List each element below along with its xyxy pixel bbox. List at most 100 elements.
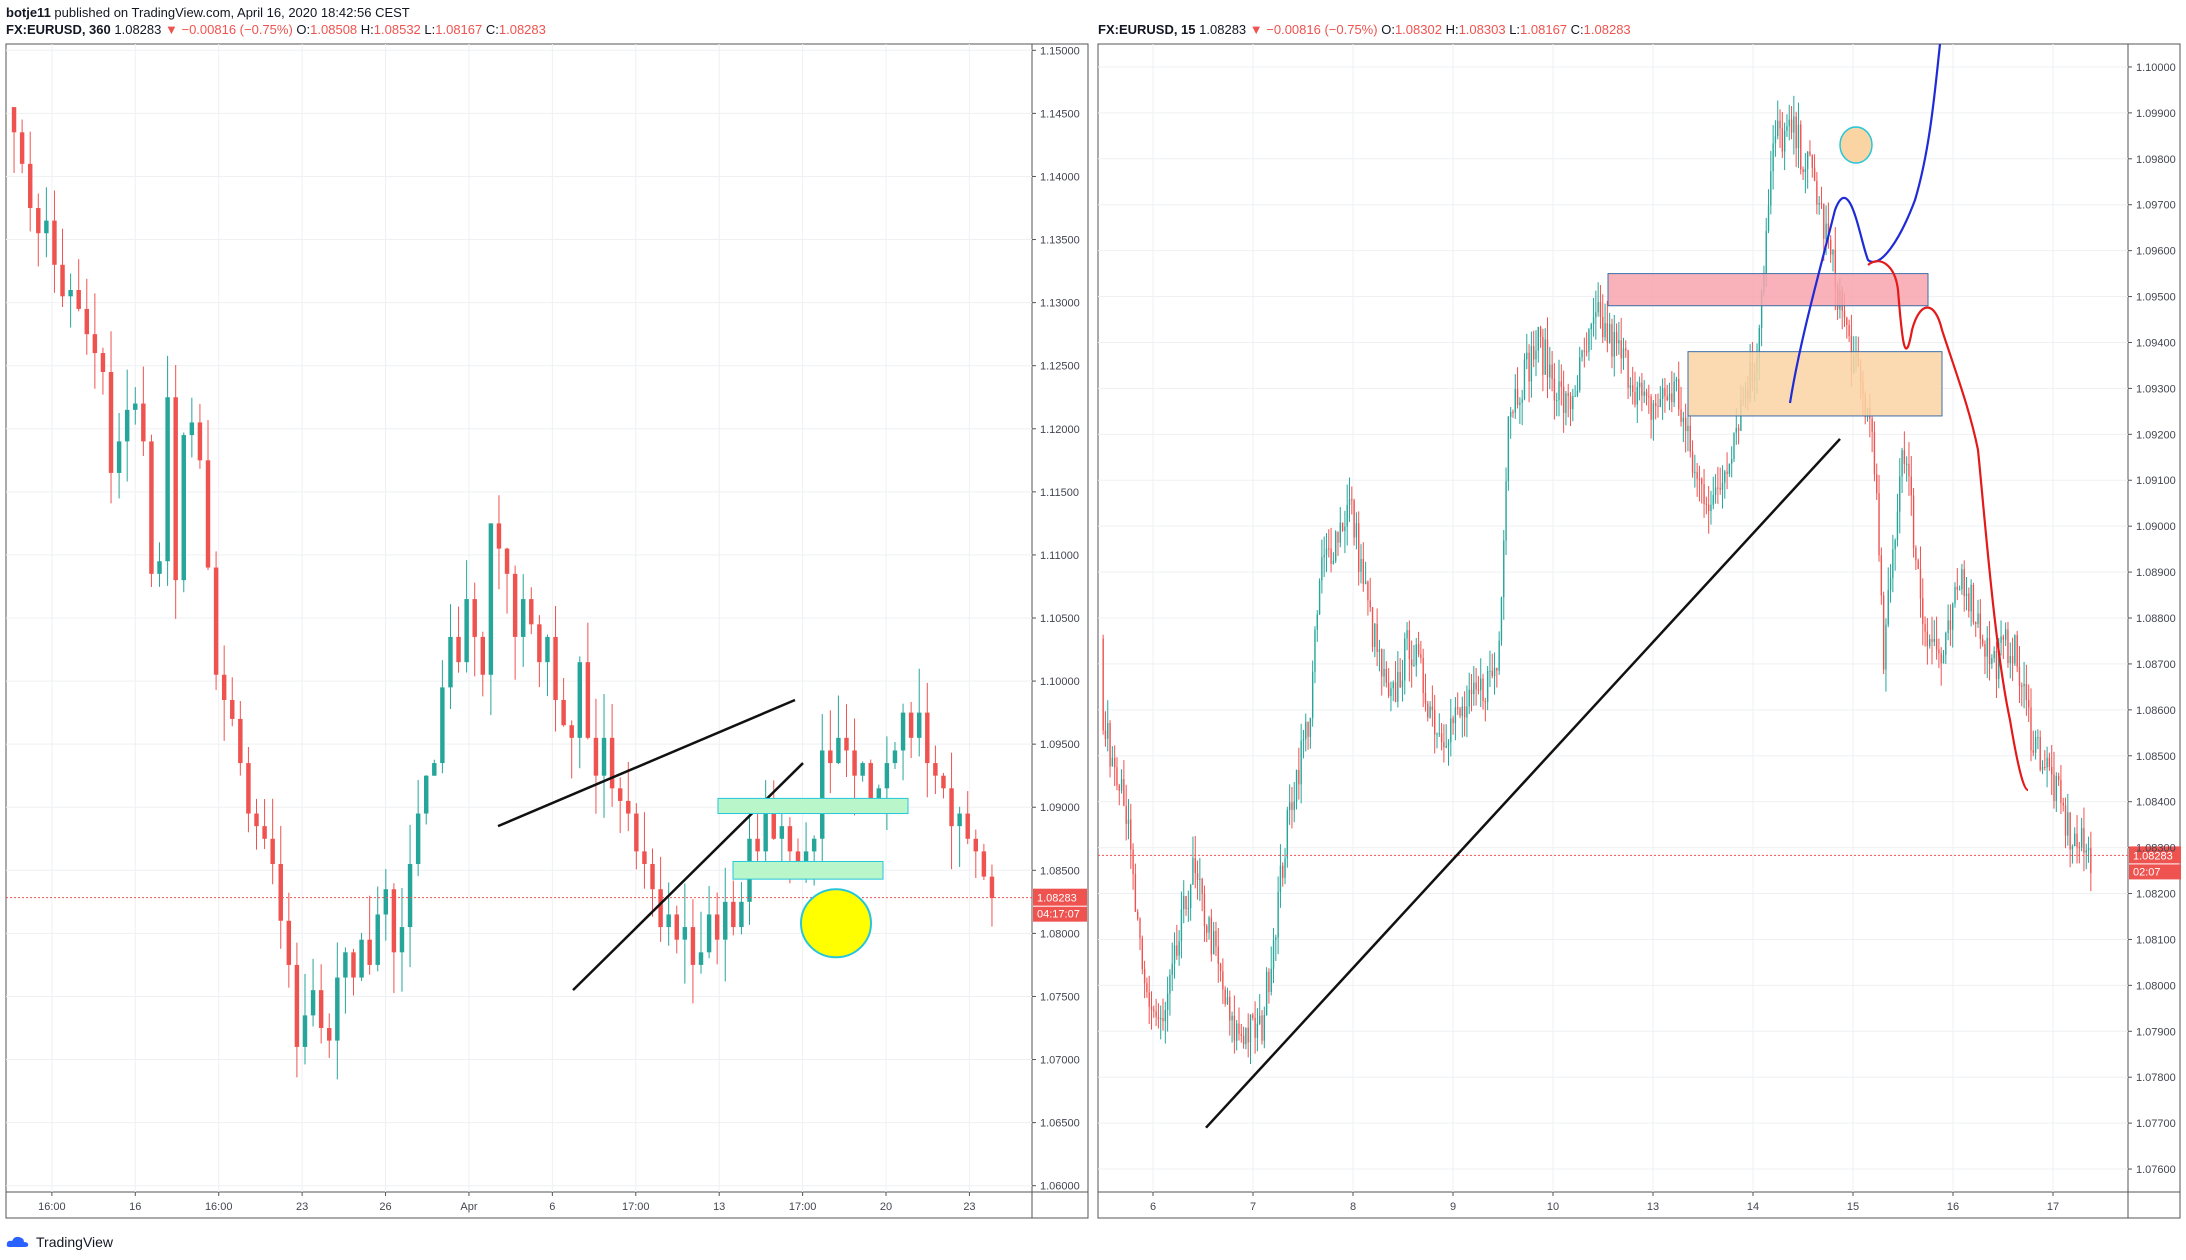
right-candle-body <box>1652 403 1655 420</box>
right-candle-body <box>1673 381 1675 403</box>
right-candle-body <box>1790 119 1793 133</box>
left-candle-body <box>650 864 655 890</box>
right-candle-body <box>1208 917 1210 933</box>
left-low: 1.08167 <box>435 22 483 37</box>
left-high-label: H: <box>360 22 374 37</box>
left-candle-body <box>601 737 607 776</box>
right-candle-body <box>1385 668 1388 683</box>
right-candle-body <box>1687 425 1689 432</box>
author-name[interactable]: botje11 <box>6 5 51 20</box>
right-candle-body <box>1514 388 1516 413</box>
right-candle-body <box>1302 739 1305 741</box>
left-xtick-label: 20 <box>880 1201 892 1213</box>
left-candle-body <box>884 763 890 789</box>
right-candle-body <box>1717 487 1719 489</box>
left-candle-body <box>892 750 898 764</box>
right-ytick-label: 1.09600 <box>2136 246 2176 258</box>
left-price-tag-bg <box>1033 888 1087 906</box>
right-candle-body <box>1229 996 1231 1021</box>
right-candle-body <box>1606 323 1609 343</box>
right-candle-body <box>1737 427 1740 431</box>
right-candle-body <box>1556 400 1558 402</box>
right-candle-body <box>1390 688 1392 697</box>
right-candle-body <box>1636 387 1638 405</box>
right-candle-body <box>1931 639 1933 642</box>
right-candle-body <box>1415 644 1417 666</box>
right-candle-body <box>1111 757 1114 767</box>
right-xtick-label: 15 <box>1847 1201 1859 1213</box>
right-candle-body <box>1698 478 1701 480</box>
right-candle-body <box>1445 746 1447 748</box>
right-candle-body <box>1275 937 1277 940</box>
left-symbol[interactable]: FX:EURUSD, 360 <box>6 22 111 37</box>
left-candle-body <box>254 813 259 827</box>
right-candle-body <box>1728 463 1731 474</box>
right-candle-body <box>1843 310 1846 318</box>
left-candle-body <box>149 441 154 574</box>
left-xtick-label: 16:00 <box>38 1201 66 1213</box>
left-low-label: L: <box>424 22 436 37</box>
right-candle-body <box>1984 644 1986 657</box>
right-symbol[interactable]: FX:EURUSD, 15 <box>1098 22 1196 37</box>
left-candle-body <box>375 914 380 965</box>
right-candle-body <box>2023 684 2025 687</box>
right-ytick-label: 1.08400 <box>2136 797 2176 809</box>
right-candle-body <box>1602 316 1604 338</box>
right-candle-body <box>1965 593 1968 597</box>
left-candle-body <box>795 851 801 864</box>
right-candle-body <box>1804 168 1807 173</box>
right-candle-body <box>1574 395 1576 397</box>
right-candle-body <box>2076 833 2078 848</box>
right-candle-body <box>1666 396 1668 401</box>
right-candle-body <box>1972 584 1975 623</box>
left-candle-body <box>181 435 186 581</box>
right-candle-body <box>1947 620 1949 634</box>
right-candle-body <box>1710 504 1712 512</box>
right-candle-body <box>1178 941 1180 956</box>
right-candle-body <box>1945 633 1947 656</box>
right-candle-body <box>1157 1016 1160 1020</box>
left-candle-body <box>84 308 90 335</box>
right-candle-body <box>1735 427 1737 433</box>
tradingview-brand[interactable]: TradingView <box>36 1234 114 1250</box>
right-high: 1.08303 <box>1458 22 1506 37</box>
right-candle-body <box>1491 670 1493 677</box>
left-candle-body <box>803 851 809 864</box>
right-candle-body <box>2007 629 2009 664</box>
right-candle-body <box>1498 640 1500 671</box>
right-candle-body <box>1562 386 1565 414</box>
right-candle-body <box>1459 708 1461 717</box>
right-candle-body <box>1793 116 1795 133</box>
right-candle-body <box>1516 388 1519 405</box>
right-candle-body <box>2071 846 2074 850</box>
right-candle-body <box>1806 151 1809 169</box>
right-candle-body <box>1360 558 1362 572</box>
left-candle-body <box>682 927 688 940</box>
left-candle-body <box>165 397 170 562</box>
left-candle-body <box>76 290 81 309</box>
right-candle-body <box>1567 393 1569 396</box>
left-candle-body <box>11 107 17 133</box>
left-candle-body <box>448 636 453 688</box>
left-change: ▼ −0.00816 (−0.75%) <box>165 22 293 37</box>
right-candle-body <box>1447 742 1450 747</box>
right-candle-body <box>1496 667 1498 671</box>
right-candle-body <box>1371 607 1374 647</box>
right-candle-body <box>1337 531 1339 543</box>
right-candle-body <box>1532 346 1535 360</box>
left-ytick-label: 1.10500 <box>1040 613 1080 625</box>
right-candle-body <box>1549 364 1551 378</box>
right-candle-body <box>2048 757 2051 767</box>
right-candle-body <box>1772 143 1774 172</box>
right-candle-body <box>1546 339 1549 378</box>
left-candle-body <box>359 939 364 978</box>
right-candle-body <box>1346 504 1348 527</box>
left-candle-body <box>714 914 720 940</box>
right-candle-body <box>2034 737 2037 753</box>
right-candle-body <box>2046 757 2048 768</box>
right-candle-body <box>1146 983 1148 993</box>
left-candle-body <box>302 1015 308 1047</box>
left-candle-body <box>957 813 962 827</box>
right-candle-body <box>1173 945 1176 964</box>
